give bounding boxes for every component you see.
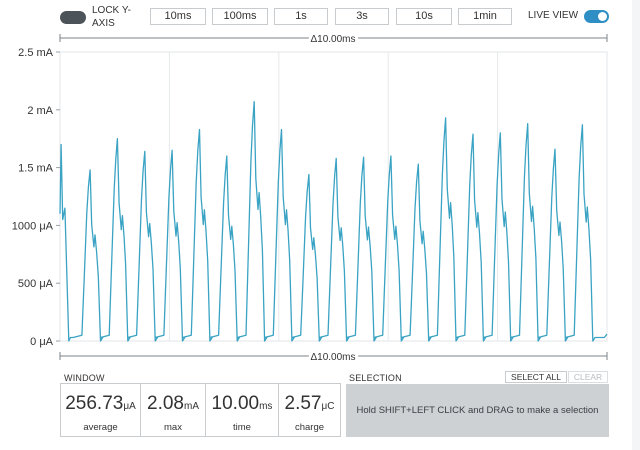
stat-time-value-row: 10.00ms	[206, 394, 278, 417]
delta-top-label: Δ10.00ms	[310, 34, 355, 45]
lock-y-axis-label: LOCK Y-AXIS	[92, 5, 131, 29]
current-trace-line	[59, 101, 608, 342]
delta-bottom-label: Δ10.00ms	[310, 352, 355, 363]
live-view-toggle[interactable]	[584, 10, 609, 23]
selection-hint-box: Hold SHIFT+LEFT CLICK and DRAG to make a…	[346, 384, 609, 437]
y-axis-ticks: 2.5 mA 2 mA 1.5 mA 1000 μA 500 μA 0 μA	[12, 47, 60, 348]
time-delta-markers: Δ10.00ms Δ10.00ms	[59, 31, 608, 366]
stat-max-unit: mA	[183, 401, 199, 412]
range-button-3s[interactable]: 3s	[335, 8, 389, 25]
range-button-10s[interactable]: 10s	[396, 8, 452, 25]
stat-average-unit: μA	[123, 401, 136, 412]
window-section-title: WINDOW	[64, 373, 105, 383]
stat-charge-label: charge	[294, 422, 325, 433]
stat-max: 2.08mA max	[140, 383, 206, 437]
stat-average-label: average	[83, 422, 118, 433]
stat-average: 256.73μA average	[60, 383, 141, 437]
stat-charge-unit: μC	[321, 401, 335, 412]
y-tick-label: 1000 μA	[12, 220, 54, 232]
live-view-label: LIVE VIEW	[528, 10, 579, 21]
top-toolbar: LOCK Y-AXIS 10ms 100ms 1s 3s 10s 1min LI…	[0, 0, 640, 34]
stat-charge-value-row: 2.57μC	[279, 394, 340, 417]
range-button-1s[interactable]: 1s	[274, 8, 328, 25]
selection-section-title: SELECTION	[349, 373, 402, 383]
stat-time-value: 10.00	[211, 393, 260, 414]
stat-time-label: time	[233, 422, 251, 433]
clear-selection-button[interactable]: CLEAR	[568, 371, 608, 383]
y-tick-label: 0 μA	[30, 336, 54, 348]
range-button-100ms[interactable]: 100ms	[212, 8, 268, 25]
lock-y-axis-toggle[interactable]	[60, 11, 86, 24]
stat-max-value-row: 2.08mA	[141, 394, 205, 417]
window-edge	[632, 0, 640, 450]
current-chart[interactable]: 2.5 mA 2 mA 1.5 mA 1000 μA 500 μA 0 μA Δ10.00…	[0, 30, 640, 366]
stat-charge-value: 2.57	[284, 393, 322, 414]
y-tick-label: 1.5 mA	[18, 163, 54, 175]
y-tick-label: 2 mA	[27, 105, 53, 117]
stat-max-label: max	[164, 422, 182, 433]
stat-max-value: 2.08	[147, 393, 184, 414]
y-tick-label: 500 μA	[18, 278, 54, 290]
range-button-10ms[interactable]: 10ms	[150, 8, 206, 25]
stat-time: 10.00ms time	[205, 383, 279, 437]
stat-average-value: 256.73	[65, 393, 124, 414]
toggle-knob	[598, 12, 607, 21]
select-all-button[interactable]: SELECT ALL	[505, 371, 567, 383]
stat-time-unit: ms	[259, 401, 273, 412]
y-tick-label: 2.5 mA	[18, 47, 54, 59]
stat-average-value-row: 256.73μA	[61, 394, 140, 417]
range-button-1min[interactable]: 1min	[458, 8, 512, 25]
stat-charge: 2.57μC charge	[278, 383, 341, 437]
